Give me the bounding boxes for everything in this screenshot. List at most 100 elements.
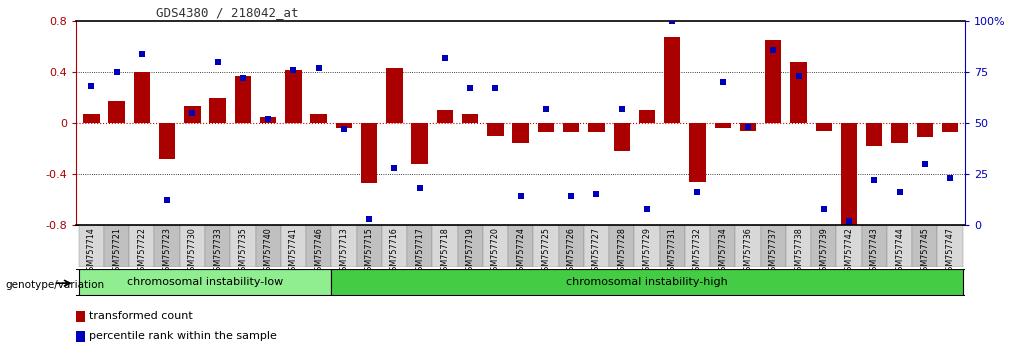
Text: GSM757732: GSM757732: [693, 227, 702, 276]
Point: [916, 161, 933, 167]
Bar: [129, 225, 154, 267]
Point: [891, 189, 907, 195]
Bar: [710, 225, 736, 267]
Point: [512, 193, 528, 199]
Text: GSM757745: GSM757745: [920, 227, 930, 276]
Point: [386, 165, 402, 171]
Point: [639, 206, 655, 211]
Point: [740, 124, 756, 130]
Text: GSM757722: GSM757722: [137, 227, 146, 276]
Bar: [280, 225, 306, 267]
Point: [790, 73, 807, 79]
Text: GSM757718: GSM757718: [440, 227, 449, 276]
Bar: [83, 114, 100, 123]
Text: genotype/variation: genotype/variation: [5, 280, 105, 290]
Bar: [209, 98, 226, 123]
Text: GSM757734: GSM757734: [718, 227, 727, 276]
Bar: [938, 225, 963, 267]
Text: GSM757733: GSM757733: [213, 227, 223, 276]
Bar: [639, 110, 655, 123]
Bar: [411, 123, 428, 164]
Bar: [512, 123, 529, 143]
Bar: [887, 225, 912, 267]
Bar: [508, 225, 533, 267]
Text: GSM757742: GSM757742: [844, 227, 853, 276]
Text: chromosomal instability-low: chromosomal instability-low: [127, 277, 283, 287]
Bar: [154, 225, 180, 267]
Point: [537, 106, 554, 112]
Bar: [335, 123, 353, 128]
Point: [209, 59, 226, 65]
Bar: [634, 225, 659, 267]
Bar: [285, 70, 302, 123]
Bar: [158, 123, 176, 159]
Bar: [462, 114, 479, 123]
Bar: [205, 225, 231, 267]
Bar: [786, 225, 811, 267]
Bar: [740, 123, 756, 131]
Text: GSM757729: GSM757729: [642, 227, 651, 276]
Text: GSM757736: GSM757736: [744, 227, 753, 276]
Bar: [361, 123, 377, 183]
Text: GSM757727: GSM757727: [592, 227, 601, 276]
Bar: [260, 117, 276, 123]
Bar: [533, 225, 559, 267]
Bar: [76, 311, 85, 322]
Bar: [457, 225, 483, 267]
Point: [841, 218, 858, 224]
Point: [134, 51, 150, 57]
Point: [260, 116, 276, 122]
Text: GSM757740: GSM757740: [263, 227, 272, 276]
Bar: [714, 123, 731, 128]
Text: GSM757720: GSM757720: [491, 227, 500, 276]
Text: GSM757717: GSM757717: [416, 227, 424, 276]
Bar: [659, 225, 685, 267]
Text: GSM757735: GSM757735: [239, 227, 247, 276]
Text: GSM757737: GSM757737: [769, 227, 778, 276]
Bar: [563, 123, 579, 132]
Bar: [437, 110, 453, 123]
Bar: [78, 225, 104, 267]
Point: [462, 86, 479, 91]
Bar: [584, 225, 610, 267]
Bar: [761, 225, 786, 267]
Text: GSM757723: GSM757723: [163, 227, 172, 276]
Bar: [235, 76, 251, 123]
Bar: [790, 62, 807, 123]
Text: GSM757714: GSM757714: [86, 227, 96, 276]
Bar: [180, 225, 205, 267]
Text: GSM757741: GSM757741: [289, 227, 298, 276]
Point: [942, 175, 958, 181]
Bar: [912, 225, 938, 267]
Bar: [184, 107, 200, 123]
Bar: [382, 225, 407, 267]
Text: GSM757731: GSM757731: [668, 227, 677, 276]
Text: GSM757728: GSM757728: [618, 227, 626, 276]
Bar: [765, 40, 781, 123]
Bar: [614, 123, 630, 151]
Point: [816, 206, 832, 211]
Bar: [331, 269, 963, 296]
Bar: [685, 225, 710, 267]
Text: GSM757747: GSM757747: [946, 227, 955, 276]
Bar: [891, 123, 907, 143]
Point: [488, 86, 504, 91]
Text: transformed count: transformed count: [89, 311, 193, 321]
Bar: [836, 225, 862, 267]
Point: [285, 67, 302, 73]
Bar: [76, 331, 85, 342]
Point: [614, 106, 630, 112]
Bar: [916, 123, 933, 137]
Bar: [407, 225, 432, 267]
Bar: [331, 225, 357, 267]
Bar: [862, 225, 887, 267]
Text: GSM757746: GSM757746: [314, 227, 323, 276]
Bar: [488, 123, 504, 136]
Bar: [357, 225, 382, 267]
Point: [588, 192, 605, 197]
Bar: [231, 225, 255, 267]
Bar: [134, 72, 150, 123]
Bar: [255, 225, 280, 267]
Bar: [866, 123, 883, 146]
Bar: [311, 114, 327, 123]
